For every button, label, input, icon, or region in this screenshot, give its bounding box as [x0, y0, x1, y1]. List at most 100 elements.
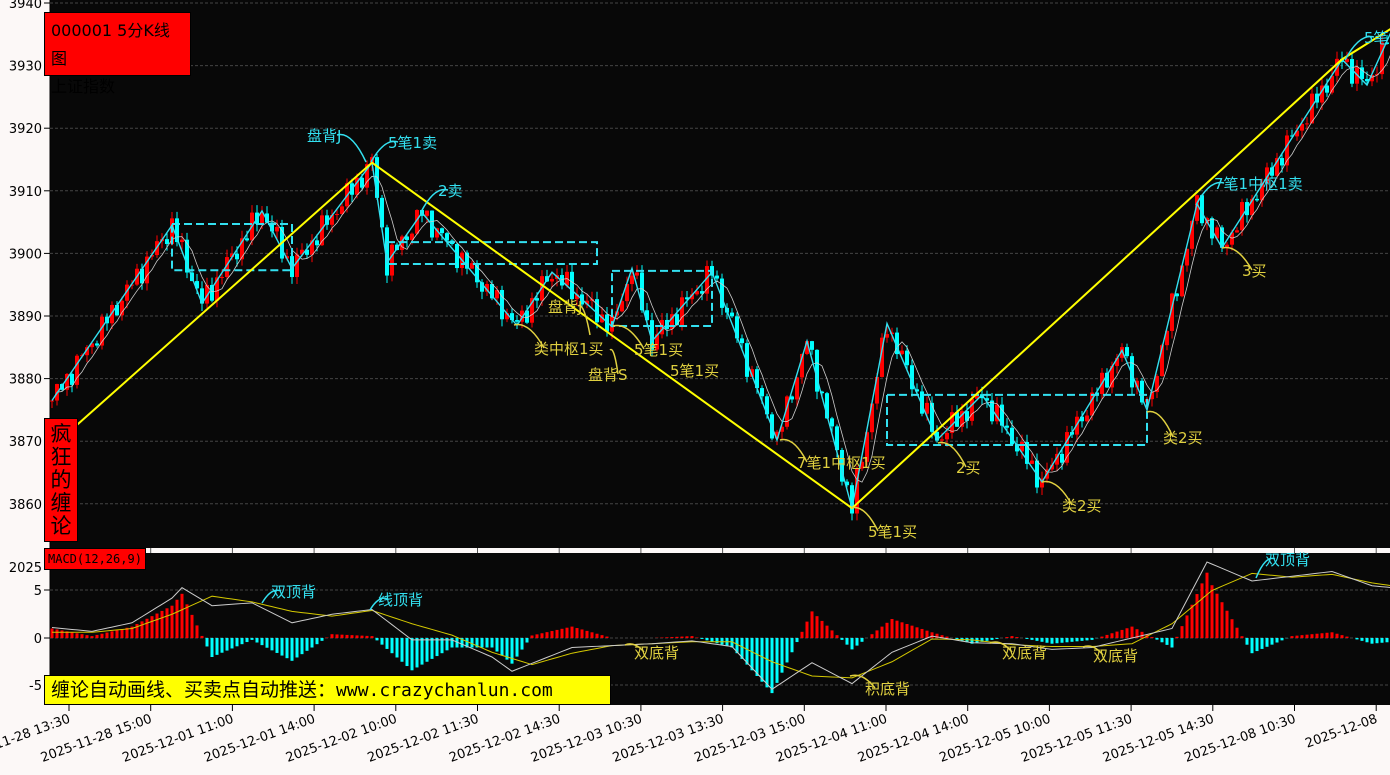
- macd-bar: [1265, 638, 1269, 647]
- macd-bar: [175, 599, 179, 638]
- macd-bar: [50, 628, 54, 638]
- macd-bar: [340, 634, 344, 638]
- candle-body: [120, 300, 124, 316]
- candle-body: [1030, 460, 1034, 464]
- candle-body: [1140, 380, 1144, 403]
- chart-title-box: 000001 5分K线图 上证指数: [44, 12, 191, 96]
- macd-bar: [685, 636, 689, 638]
- macd-bar: [225, 638, 229, 651]
- candle-body: [625, 284, 629, 302]
- candle-body: [525, 310, 529, 323]
- macd-bar: [690, 636, 694, 638]
- macd-bar: [420, 638, 424, 665]
- macd-bar: [705, 638, 709, 641]
- macd-bar: [780, 638, 784, 673]
- candle-body: [760, 388, 764, 397]
- candle-body: [380, 197, 384, 228]
- macd-bar: [555, 629, 559, 638]
- side-label-char: 缠: [50, 491, 72, 515]
- candle-body: [1020, 442, 1024, 452]
- candle-body: [300, 249, 304, 255]
- candle-body: [340, 206, 344, 215]
- candle-body: [695, 291, 699, 295]
- macd-bar: [915, 627, 919, 638]
- candle-body: [275, 226, 279, 232]
- candle-body: [675, 314, 679, 326]
- macd-bar: [1065, 638, 1069, 643]
- macd-bar: [270, 638, 274, 651]
- banner-url[interactable]: www.crazychanlun.com: [336, 680, 553, 701]
- annotation-arrow: [609, 348, 619, 375]
- macd-bar: [880, 626, 884, 638]
- dif-line: [51, 561, 1390, 690]
- candle-body: [315, 240, 319, 246]
- macd-bar: [55, 629, 59, 638]
- macd-bar: [570, 626, 574, 638]
- macd-bar: [195, 625, 199, 638]
- macd-bar: [145, 618, 149, 638]
- macd-bar: [220, 638, 224, 653]
- macd-bar: [375, 638, 379, 641]
- signal-label: 盘背S: [588, 366, 628, 384]
- macd-bar: [295, 638, 299, 658]
- macd-bar: [65, 631, 69, 638]
- candle-body: [630, 275, 634, 285]
- candle-body: [110, 304, 114, 324]
- divergence-label: 双底背: [1093, 647, 1138, 665]
- annotation-arrow: [850, 506, 879, 532]
- candle-body: [195, 281, 199, 289]
- macd-bar: [1300, 635, 1304, 638]
- macd-bar: [795, 638, 799, 643]
- candle-body: [510, 313, 514, 321]
- candle-body: [355, 177, 359, 195]
- macd-bar: [450, 638, 454, 648]
- macd-bar: [1355, 638, 1359, 640]
- macd-bar: [680, 636, 684, 638]
- macd-bar: [1295, 635, 1299, 638]
- candle-body: [235, 253, 239, 260]
- candle-body: [435, 228, 439, 238]
- candle-body: [910, 365, 914, 390]
- candle-body: [165, 239, 169, 245]
- candle-body: [950, 412, 954, 433]
- macd-bar: [1155, 638, 1159, 640]
- candle-body: [935, 431, 939, 441]
- candle-body: [635, 272, 639, 276]
- macd-bar: [575, 628, 579, 638]
- annotation-arrow: [336, 133, 367, 163]
- macd-bar: [1375, 638, 1379, 644]
- candle-body: [205, 284, 209, 304]
- macd-bar: [1120, 629, 1124, 638]
- macd-bar: [1165, 638, 1169, 645]
- candle-body: [940, 439, 944, 441]
- macd-bar: [380, 638, 384, 645]
- macd-bar: [150, 616, 154, 638]
- candle-body: [640, 272, 644, 311]
- candle-body: [855, 468, 859, 514]
- macd-bar: [885, 622, 889, 638]
- macd-bar: [130, 626, 134, 638]
- candle-body: [305, 249, 309, 255]
- candle-body: [1095, 392, 1099, 395]
- divergence-label: 双底背: [634, 644, 679, 662]
- macd-bar: [1090, 638, 1094, 640]
- macd-bar: [1290, 636, 1294, 638]
- candle-body: [125, 284, 129, 301]
- annotation-arrow: [1344, 35, 1375, 61]
- candle-body: [330, 214, 334, 225]
- candle-body: [230, 253, 234, 258]
- macd-bar: [1115, 631, 1119, 638]
- candle-body: [800, 353, 804, 378]
- candle-body: [390, 244, 394, 276]
- candle-body: [785, 396, 789, 427]
- macd-bar: [895, 620, 899, 638]
- price-panel: [50, 0, 1390, 548]
- candle-body: [835, 426, 839, 451]
- candle-body: [975, 394, 979, 399]
- candle-body: [445, 233, 449, 241]
- candle-body: [1125, 347, 1129, 357]
- candle-body: [295, 254, 299, 278]
- zhongshu-box: [171, 222, 293, 272]
- y-tick-label: 3930: [9, 60, 42, 75]
- macd-bar: [1260, 638, 1264, 649]
